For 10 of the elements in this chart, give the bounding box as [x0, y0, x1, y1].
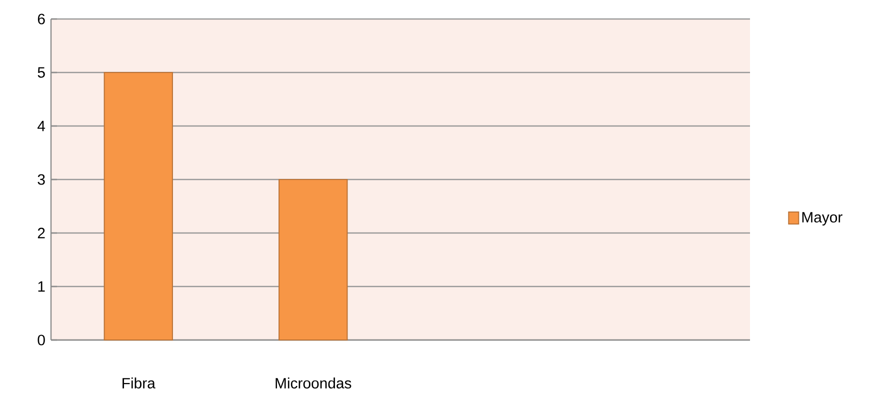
y-tick-label: 1: [38, 281, 45, 292]
x-tick-label: Fibra: [122, 378, 156, 388]
legend-label: Mayor: [802, 212, 842, 226]
y-tick-label: 2: [38, 228, 45, 238]
y-tick-label: 0: [38, 334, 45, 346]
y-tick-label: 3: [38, 174, 45, 185]
y-tick-label: 4: [38, 120, 46, 132]
x-tick-label: Microondas: [276, 378, 352, 388]
y-tick-label: 6: [38, 14, 45, 24]
y-tick-label: 5: [38, 67, 45, 78]
